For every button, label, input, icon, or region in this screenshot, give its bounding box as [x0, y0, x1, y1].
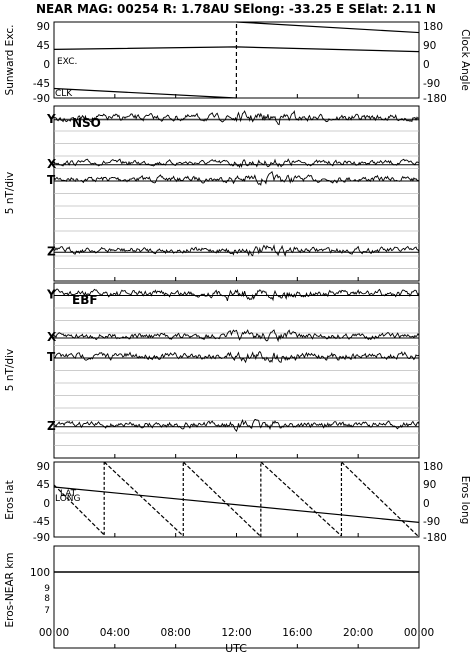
- x-axis-ticks: 00:00 04:00 08:00 12:00 16:00 20:00 00:00: [39, 94, 434, 648]
- ebf-traces: TX Y Z: [46, 288, 420, 433]
- clock-angle-line: [53, 21, 420, 99]
- eros-left-tick-2: 0: [43, 498, 50, 510]
- ebf-trace-x: [53, 329, 420, 343]
- ebf-label-x: X: [47, 330, 57, 344]
- nso-label-t: T: [47, 173, 56, 187]
- ebf-label-t: T: [47, 350, 56, 364]
- nso-trace-t: [53, 170, 420, 187]
- eros-right-tick-4: -180: [423, 532, 447, 544]
- eros-right-tick-1: 90: [423, 479, 436, 491]
- x-tick-label: 00:00: [39, 627, 69, 639]
- angle-right-tick-4: -180: [423, 93, 447, 105]
- distance-tick-3: 7: [44, 606, 50, 616]
- eros-panel: 90 45 0 -45 -90 180 90 0 -90 -180 Eros l…: [4, 461, 471, 544]
- nso-trace-x: [53, 158, 420, 169]
- ebf-trace-z: [53, 418, 420, 432]
- angle-left-tick-4: -90: [33, 93, 50, 105]
- ebf-axis-label: 5 nT/div: [4, 349, 16, 391]
- x-tick-label: 08:00: [161, 627, 191, 639]
- ebf-panel: EBF 5 nT/div TX Y Z: [4, 282, 420, 459]
- distance-tick-2: 8: [44, 594, 50, 604]
- nso-trace-y: [53, 110, 420, 126]
- angle-left-tick-3: -45: [33, 78, 50, 90]
- figure-title: NEAR MAG: 00254 R: 1.78AU SElong: -33.25…: [36, 2, 436, 16]
- angle-right-tick-3: -90: [423, 78, 440, 90]
- lat-tag: LAT: [60, 489, 77, 499]
- angle-right-tick-0: 180: [423, 21, 443, 33]
- angle-right-tick-1: 90: [423, 40, 436, 52]
- nso-trace-z: [53, 244, 420, 257]
- angle-left-axis-label: Sunward Exc.: [4, 25, 16, 96]
- angle-right-tick-2: 0: [423, 59, 430, 71]
- distance-tick-0: 100: [30, 567, 50, 579]
- nso-label-y: Y: [46, 112, 56, 126]
- eros-panel-frame: [53, 461, 420, 538]
- nso-traces: TX Y Z: [46, 110, 420, 258]
- ebf-label-y: Y: [46, 288, 56, 302]
- distance-axis-label: Eros-NEAR km: [4, 552, 16, 627]
- x-axis-label: UTC: [225, 642, 247, 655]
- ebf-trace-y: [53, 288, 420, 302]
- exc-tag: EXC.: [57, 57, 77, 67]
- eros-longitude-segment: [341, 461, 420, 538]
- nso-label-z: Z: [47, 244, 56, 258]
- nso-gridlines: [54, 118, 419, 269]
- eros-right-axis-label: Eros long: [459, 476, 471, 525]
- nso-label-x: X: [47, 157, 57, 171]
- eros-left-tick-3: -45: [33, 516, 50, 528]
- eros-right-tick-2: 0: [423, 498, 430, 510]
- angle-left-tick-1: 45: [37, 40, 50, 52]
- angle-left-tick-0: 90: [37, 21, 50, 33]
- eros-latitude-line: [53, 486, 420, 523]
- eros-longitude-segment: [103, 461, 184, 537]
- angle-panel: 90 45 0 -45 -90 180 90 0 -90 -180 Sunwar…: [4, 21, 471, 105]
- angle-left-tick-2: 0: [43, 59, 50, 71]
- x-tick-label: 04:00: [100, 627, 130, 639]
- clk-tag: CLK: [55, 89, 73, 99]
- eros-longitude-lines: [53, 461, 420, 538]
- nso-axis-label: 5 nT/div: [4, 172, 16, 214]
- ebf-label-z: Z: [47, 419, 56, 433]
- x-tick-label: 16:00: [282, 627, 312, 639]
- x-tick-label: 00:00: [404, 627, 434, 639]
- distance-tick-1: 9: [44, 584, 50, 594]
- ebf-title: EBF: [72, 293, 98, 307]
- eros-longitude-segment: [260, 461, 342, 537]
- angle-right-axis-label: Clock Angle: [459, 29, 471, 91]
- eros-left-tick-4: -90: [33, 532, 50, 544]
- eros-right-tick-0: 180: [423, 461, 443, 473]
- ebf-trace-t: [53, 350, 420, 364]
- distance-panel: 100 9 8 7 Eros-NEAR km: [4, 545, 420, 649]
- x-tick-label: 12:00: [221, 627, 251, 639]
- x-tick-label: 20:00: [343, 627, 373, 639]
- eros-longitude-segment: [182, 461, 262, 538]
- eros-left-tick-0: 90: [37, 461, 50, 473]
- eros-left-axis-label: Eros lat: [4, 480, 16, 519]
- eros-left-tick-1: 45: [37, 479, 50, 491]
- eros-right-tick-3: -90: [423, 516, 440, 528]
